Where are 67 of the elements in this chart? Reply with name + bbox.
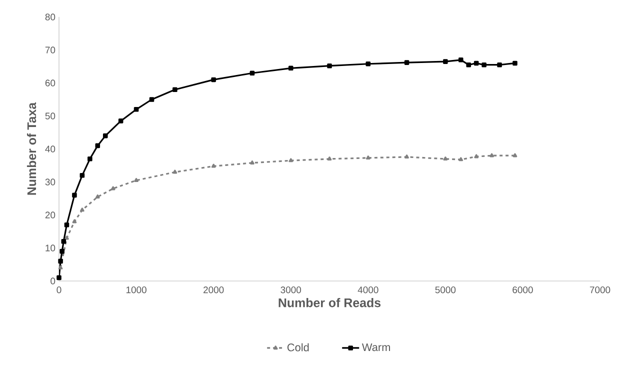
x-tick-label: 3000 [280,286,302,294]
point [404,154,409,159]
point [64,236,69,240]
point [172,170,178,174]
point [474,154,479,158]
point [404,60,410,65]
point [61,239,66,244]
point [366,156,370,160]
point [60,248,64,254]
point [512,60,518,66]
point [56,275,62,280]
point [72,192,77,198]
y-tick-label: 80 [45,14,56,20]
x-tick-label: 6000 [512,286,533,294]
legend-label: Cold [287,343,309,352]
y-tick-label: 20 [45,212,56,218]
x-tick-label: 0 [56,286,62,294]
y-axis-title: Number of Taxa [26,102,36,195]
point [95,194,100,198]
point [490,153,494,158]
point [497,62,502,68]
point [466,62,472,68]
point [211,164,216,168]
point [211,77,216,82]
point [458,58,464,62]
point [80,173,85,178]
point [134,178,138,182]
y-tick-label: 70 [45,46,56,54]
point [327,63,332,68]
point [366,61,371,66]
point [458,157,464,162]
x-tick-label: 1000 [126,286,146,294]
point [64,222,70,228]
point [58,265,63,270]
point [288,158,294,162]
x-tick-label: 7000 [590,286,610,294]
point [149,97,154,102]
point [443,156,448,160]
point [134,107,139,112]
x-tick-label: 2000 [204,286,224,294]
point [443,59,448,64]
point [102,133,108,138]
point [110,186,116,190]
point [80,208,84,212]
y-tick-label: 30 [45,178,56,186]
point [474,60,479,66]
point [118,118,124,124]
y-tick-label: 60 [45,80,56,86]
point [482,62,486,68]
point [88,156,92,162]
point [250,70,255,76]
point [72,219,77,224]
x-tick-label: 4000 [358,286,378,294]
y-tick-label: 40 [45,146,56,152]
x-tick-label: 5000 [435,286,456,294]
y-tick-label: 10 [46,244,56,252]
point [512,153,518,158]
point [172,87,178,92]
y-tick-label: 50 [45,112,56,120]
point [327,156,332,160]
y-tick-label: 0 [50,278,56,284]
legend-label: Warm [362,343,390,352]
point [58,258,63,264]
point [288,66,294,71]
x-axis-title: Number of Reads [278,298,381,308]
point [95,143,100,148]
point [250,160,254,164]
